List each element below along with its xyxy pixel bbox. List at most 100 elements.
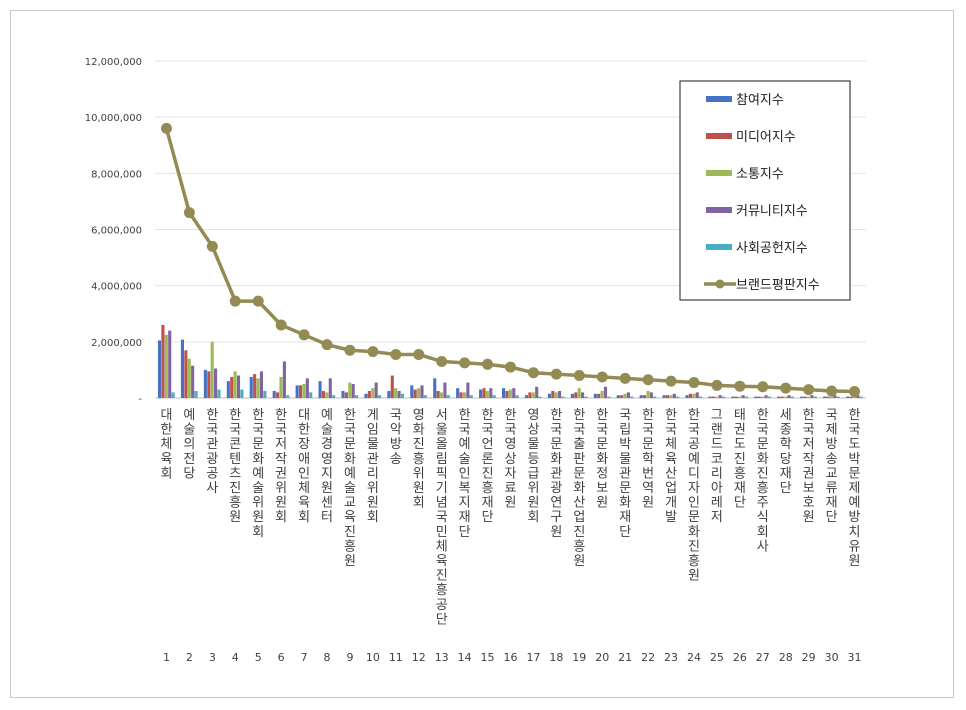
- bar-2: [367, 390, 371, 398]
- bar-4: [856, 395, 860, 398]
- brand-reputation-point: [711, 379, 723, 391]
- bar-4: [420, 385, 424, 398]
- bar-5: [263, 390, 267, 398]
- brand-reputation-point: [367, 346, 379, 358]
- bar-2: [688, 393, 692, 398]
- bar-1: [639, 395, 643, 398]
- bar-1: [823, 396, 827, 398]
- bar-3: [829, 396, 833, 398]
- y-tick-label: 6,000,000: [91, 226, 142, 237]
- bar-4: [649, 392, 653, 398]
- rank-label: 15: [481, 651, 495, 664]
- bar-2: [230, 376, 234, 398]
- brand-reputation-point: [688, 377, 700, 389]
- bar-1: [318, 381, 322, 398]
- bar-4: [695, 392, 699, 398]
- bar-5: [171, 392, 175, 398]
- bar-5: [538, 396, 542, 398]
- bar-4: [764, 395, 768, 398]
- bar-2: [620, 395, 624, 398]
- brand-reputation-point: [550, 368, 562, 380]
- bar-1: [708, 396, 712, 398]
- bar-5: [722, 396, 726, 398]
- bar-2: [276, 392, 280, 398]
- bar-1: [272, 390, 276, 398]
- bar-5: [561, 396, 565, 398]
- bar-4: [718, 395, 722, 398]
- brand-reputation-point: [482, 358, 494, 370]
- bar-2: [757, 396, 761, 398]
- bar-4: [741, 395, 745, 398]
- y-tick-label: -: [138, 394, 142, 405]
- bar-3: [210, 341, 214, 398]
- bar-4: [581, 392, 585, 398]
- y-tick-label: 8,000,000: [91, 169, 142, 180]
- bar-2: [551, 390, 555, 398]
- legend-label: 참여지수: [736, 93, 784, 108]
- bar-3: [325, 392, 329, 398]
- bar-3: [623, 393, 627, 398]
- bar-4: [512, 388, 516, 398]
- bar-2: [207, 371, 211, 398]
- bar-4: [397, 390, 401, 398]
- bar-2: [528, 392, 532, 398]
- bar-3: [256, 378, 260, 398]
- chart-frame: - 2,000,000 4,000,000 6,000,000 8,000,000 10,…: [10, 10, 954, 698]
- brand-reputation-point: [252, 295, 264, 307]
- bar-1: [341, 390, 345, 398]
- rank-label: 12: [412, 651, 426, 664]
- bar-4: [351, 383, 355, 398]
- bar-1: [295, 385, 299, 398]
- bar-5: [653, 396, 657, 398]
- bar-3: [279, 376, 283, 398]
- x-axis: 대 한 체 육 회 1 예 술 의 전 당 2 한 국 관 광 공 사 3 한 국 콘 텐 츠 진 흥 원 4 한 국 문 화 예 술 위 원 회 5 한 국…: [160, 408, 861, 664]
- brand-reputation-point: [527, 367, 539, 379]
- bar-5: [286, 395, 290, 398]
- bar-2: [826, 396, 830, 398]
- bar-5: [813, 396, 817, 398]
- rank-label: 23: [664, 651, 678, 664]
- bar-3: [371, 388, 375, 398]
- bar-1: [731, 396, 735, 398]
- bar-2: [482, 388, 486, 398]
- bar-3: [669, 395, 673, 398]
- bar-2: [665, 395, 670, 398]
- bar-5: [744, 396, 749, 398]
- bar-1: [547, 393, 551, 398]
- brand-reputation-chart: - 2,000,000 4,000,000 6,000,000 8,000,000 10,…: [85, 57, 866, 664]
- bar-4: [672, 393, 676, 398]
- legend-swatch: [706, 96, 732, 102]
- bar-1: [616, 395, 620, 398]
- bar-1: [456, 388, 460, 398]
- rank-label: 6: [278, 651, 285, 664]
- bar-4: [558, 390, 562, 398]
- brand-reputation-point: [390, 348, 402, 360]
- brand-reputation-point: [780, 382, 792, 394]
- bar-4: [443, 382, 447, 398]
- bar-1: [754, 396, 758, 398]
- brand-reputation-point: [505, 361, 516, 373]
- bar-3: [806, 396, 811, 398]
- bar-2: [413, 389, 417, 398]
- rank-label: 2: [186, 651, 193, 664]
- bar-4: [787, 395, 791, 398]
- bar-3: [187, 358, 191, 398]
- rank-label: 21: [618, 651, 632, 664]
- bar-3: [692, 393, 696, 398]
- bar-3: [508, 389, 512, 398]
- rank-label: 16: [504, 651, 518, 664]
- legend-swatch: [706, 170, 732, 176]
